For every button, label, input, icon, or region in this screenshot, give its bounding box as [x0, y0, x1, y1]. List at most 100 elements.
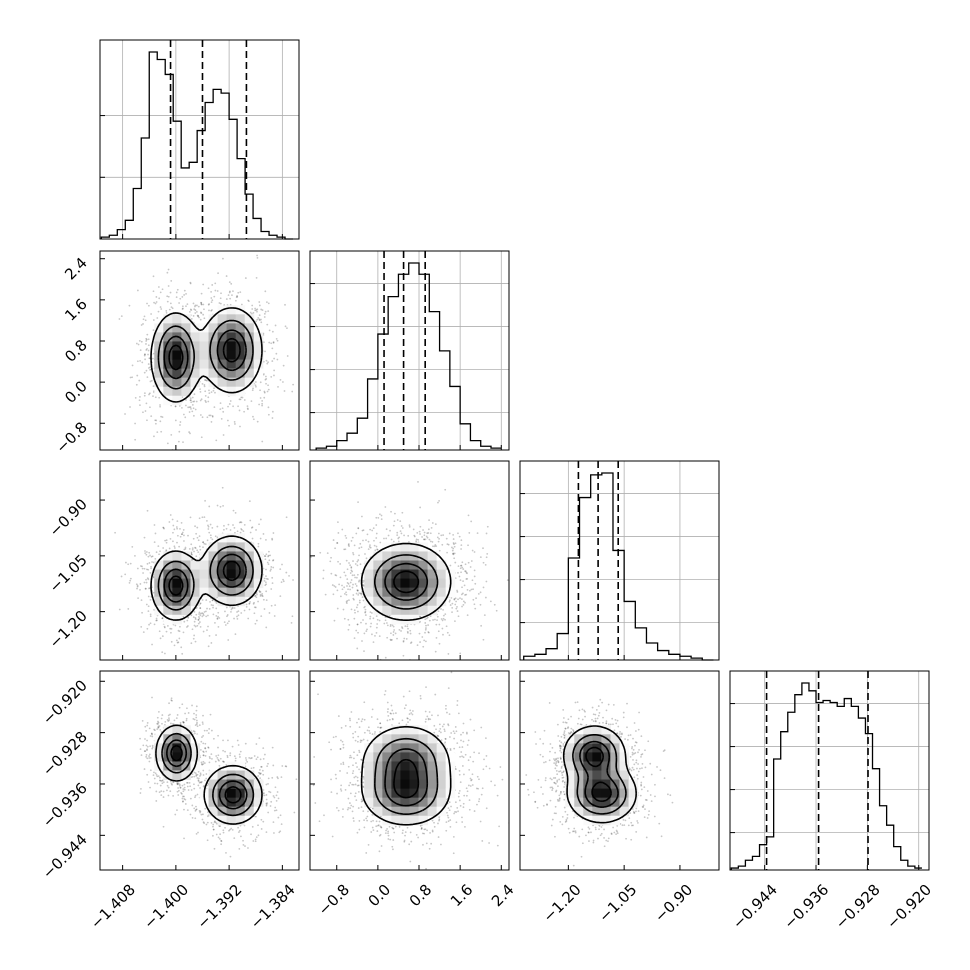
sample-point	[150, 313, 153, 315]
sample-point	[260, 318, 262, 321]
sample-point	[479, 591, 482, 594]
sample-point	[466, 588, 469, 591]
density-cell	[217, 542, 228, 552]
sample-point	[333, 585, 336, 587]
sample-point	[214, 821, 217, 824]
sample-point	[253, 606, 256, 609]
sample-point	[202, 630, 205, 633]
sample-point	[141, 611, 143, 614]
sample-point	[199, 399, 202, 402]
density-cell	[217, 377, 228, 388]
sample-point	[285, 516, 288, 519]
density-cell	[172, 323, 182, 333]
sample-point	[194, 408, 197, 411]
sample-point	[347, 588, 349, 591]
density-cell	[373, 569, 383, 580]
density-cell	[253, 560, 264, 571]
sample-point	[474, 607, 477, 610]
density-cell	[418, 551, 429, 561]
density-cell	[199, 578, 210, 589]
sample-point	[460, 598, 463, 600]
sample-point	[144, 550, 146, 552]
sample-point	[354, 611, 356, 614]
sample-point	[282, 381, 284, 383]
sample-point	[139, 589, 141, 591]
sample-point	[159, 404, 161, 406]
sample-point	[459, 567, 462, 570]
density-cell	[400, 560, 410, 571]
sample-point	[263, 390, 266, 393]
sample-point	[480, 624, 483, 627]
sample-point	[202, 546, 204, 549]
sample-point	[263, 580, 266, 582]
sample-point	[247, 617, 250, 620]
sample-point	[194, 312, 197, 314]
density-cell	[172, 578, 182, 589]
sample-point	[217, 272, 219, 275]
sample-point	[207, 303, 210, 306]
sample-point	[495, 609, 498, 612]
sample-point	[163, 626, 166, 629]
sample-point	[186, 303, 189, 306]
sample-point	[376, 623, 379, 625]
density-cell	[181, 605, 191, 616]
sample-point	[272, 795, 275, 797]
sample-point	[249, 600, 251, 603]
density-cell	[199, 359, 210, 370]
sample-point	[152, 575, 155, 578]
sample-point	[460, 564, 462, 567]
sample-point	[198, 316, 200, 319]
sample-point	[191, 404, 194, 406]
sample-point	[251, 389, 254, 392]
sample-point	[271, 347, 274, 350]
sample-point	[456, 591, 459, 593]
sample-point	[468, 532, 471, 534]
sample-point	[137, 343, 140, 346]
sample-point	[218, 617, 221, 619]
sample-point	[148, 623, 150, 626]
sample-point	[210, 753, 213, 756]
sample-point	[246, 405, 249, 407]
sample-point	[252, 387, 254, 390]
sample-point	[265, 577, 268, 580]
sample-point	[166, 784, 169, 787]
sample-point	[229, 297, 232, 300]
sample-point	[194, 616, 197, 619]
sample-point	[426, 616, 429, 619]
sample-point	[150, 565, 152, 568]
sample-point	[434, 543, 437, 546]
sample-point	[129, 579, 132, 582]
sample-point	[182, 529, 185, 531]
sample-point	[336, 589, 339, 592]
sample-point	[175, 296, 178, 299]
sample-point	[457, 565, 460, 568]
sample-point	[187, 625, 189, 627]
sample-point	[143, 371, 146, 374]
sample-point	[145, 578, 147, 581]
sample-point	[394, 512, 396, 515]
sample-point	[177, 787, 180, 789]
sample-point	[392, 634, 395, 636]
sample-point	[462, 600, 465, 603]
sample-point	[174, 405, 177, 408]
sample-point	[479, 603, 482, 606]
density-cell	[409, 542, 420, 552]
sample-point	[216, 290, 219, 292]
sample-point	[140, 625, 143, 628]
sample-point	[222, 760, 225, 763]
sample-point	[194, 546, 196, 549]
sample-point	[466, 577, 469, 580]
sample-point	[175, 526, 178, 528]
sample-point	[390, 538, 393, 541]
sample-point	[267, 406, 270, 409]
sample-point	[144, 587, 147, 590]
sample-point	[136, 585, 139, 588]
sample-point	[265, 599, 268, 601]
sample-point	[199, 773, 202, 776]
sample-point	[425, 624, 427, 627]
sample-point	[485, 556, 488, 559]
sample-point	[356, 589, 359, 592]
sample-point	[197, 539, 200, 542]
sample-point	[184, 416, 187, 419]
sample-point	[359, 542, 362, 545]
